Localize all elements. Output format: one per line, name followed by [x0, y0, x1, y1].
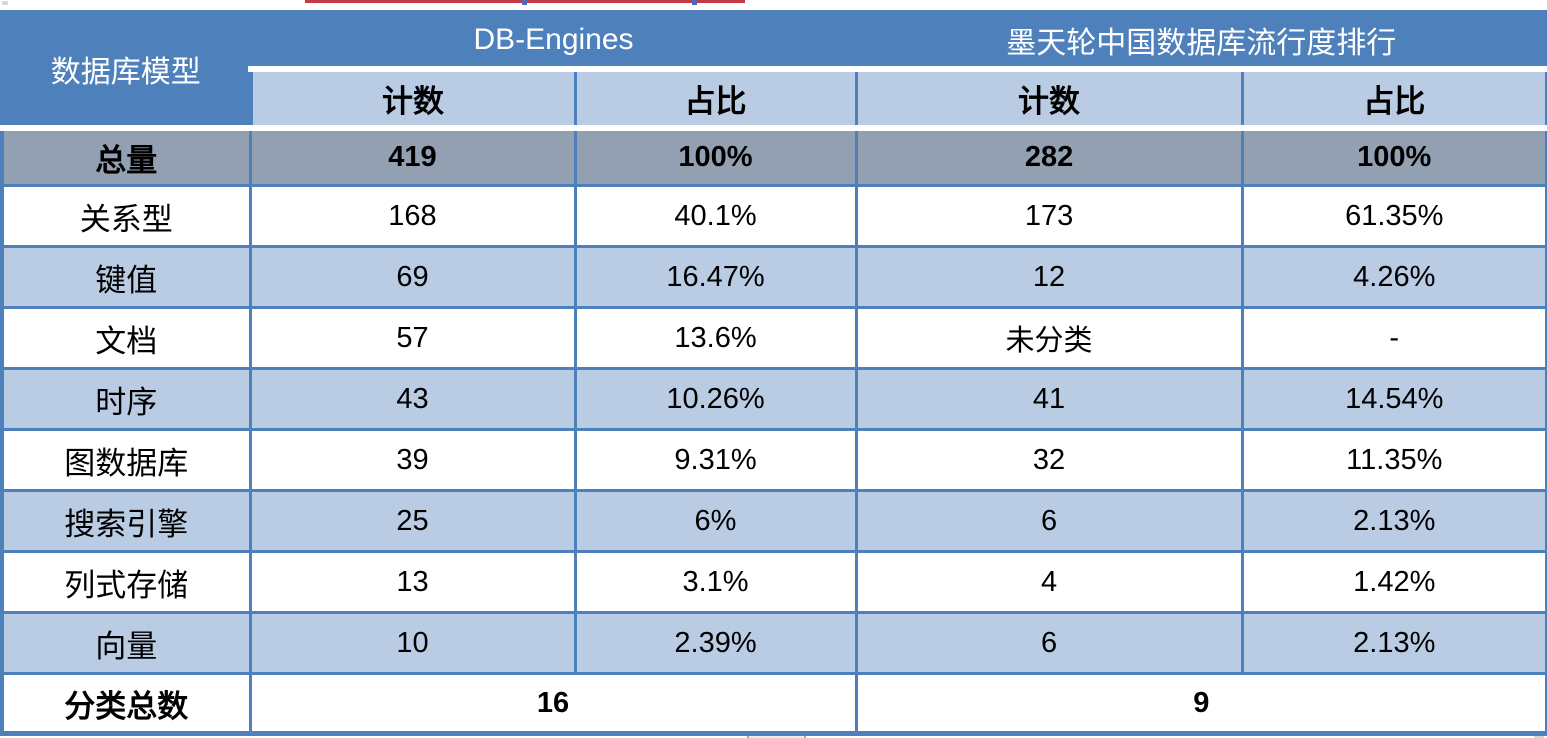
subheader-db-count: 计数 — [248, 67, 577, 131]
cropped-text-artifact — [522, 0, 527, 5]
cell-value: 16.47% — [573, 245, 858, 309]
cell-value: 12 — [854, 245, 1244, 309]
cell-value: 100% — [573, 128, 858, 187]
cell-value: 100% — [1240, 128, 1547, 187]
cell-value: 10.26% — [573, 367, 858, 431]
row-label: 总量 — [0, 128, 252, 187]
scrollbar-fragment-artifact — [747, 733, 806, 738]
cell-value: 13.6% — [573, 306, 858, 370]
table-row-category-totals: 分类总数 16 9 — [0, 672, 1547, 736]
cell-value: 69 — [248, 245, 577, 309]
group-header-row: 数据库模型 DB-Engines 墨天轮中国数据库流行度排行 — [0, 10, 1547, 131]
table-row-key-value: 键值 69 16.47% 12 4.26% — [0, 245, 1547, 309]
row-label: 关系型 — [0, 184, 252, 248]
row-label: 文档 — [0, 306, 252, 370]
subheader-db-share: 占比 — [573, 67, 858, 131]
cell-value: 14.54% — [1240, 367, 1547, 431]
footer-db-engines-category-count: 16 — [248, 672, 858, 736]
cell-value: 57 — [248, 306, 577, 370]
subheader-modb-count: 计数 — [854, 67, 1244, 131]
cell-value: 61.35% — [1240, 184, 1547, 248]
corner-header-cell: 数据库模型 — [0, 10, 253, 131]
table-row-graph: 图数据库 39 9.31% 32 11.35% — [0, 428, 1547, 492]
cell-value: 3.1% — [573, 550, 858, 614]
database-model-comparison-table: 数据库模型 DB-Engines 墨天轮中国数据库流行度排行 计数 占比 计数 … — [0, 10, 1547, 736]
cell-value: 4.26% — [1240, 245, 1547, 309]
table-row-vector: 向量 10 2.39% 6 2.13% — [0, 611, 1547, 675]
row-label: 搜索引擎 — [0, 489, 252, 553]
row-label: 分类总数 — [0, 672, 252, 736]
row-label: 时序 — [0, 367, 252, 431]
scrollbar-fragment-artifact — [1534, 733, 1544, 738]
subheader-modb-share: 占比 — [1240, 67, 1547, 131]
cell-value: 173 — [854, 184, 1244, 248]
cell-value: 1.42% — [1240, 550, 1547, 614]
group-header-db-engines: DB-Engines — [248, 10, 858, 72]
footer-modb-category-count: 9 — [854, 672, 1547, 736]
cell-value: 2.39% — [573, 611, 858, 675]
row-label: 图数据库 — [0, 428, 252, 492]
cell-value: 25 — [248, 489, 577, 553]
cell-value: 32 — [854, 428, 1244, 492]
cell-value: 10 — [248, 611, 577, 675]
cell-value: - — [1240, 306, 1547, 370]
cell-value: 6 — [854, 489, 1244, 553]
table-row-search-engine: 搜索引擎 25 6% 6 2.13% — [0, 489, 1547, 553]
comparison-table-wrapper: 数据库模型 DB-Engines 墨天轮中国数据库流行度排行 计数 占比 计数 … — [0, 10, 1547, 736]
cell-value: 11.35% — [1240, 428, 1547, 492]
cell-value: 43 — [248, 367, 577, 431]
cell-value: 2.13% — [1240, 611, 1547, 675]
cropped-text-artifact — [692, 0, 697, 5]
sub-header-row: 计数 占比 计数 占比 — [2, 67, 1547, 131]
cell-value: 4 — [854, 550, 1244, 614]
cell-value: 41 — [854, 367, 1244, 431]
table-row-document: 文档 57 13.6% 未分类 - — [0, 306, 1547, 370]
cell-value: 9.31% — [573, 428, 858, 492]
cell-value: 6 — [854, 611, 1244, 675]
row-label: 键值 — [0, 245, 252, 309]
cell-value: 419 — [248, 128, 577, 187]
corner-artifact — [2, 1, 8, 5]
cell-value: 6% — [573, 489, 858, 553]
table-row-relational: 关系型 168 40.1% 173 61.35% — [0, 184, 1547, 248]
table-row-time-series: 时序 43 10.26% 41 14.54% — [0, 367, 1547, 431]
cell-value: 39 — [248, 428, 577, 492]
group-header-modb: 墨天轮中国数据库流行度排行 — [854, 10, 1547, 72]
cell-value: 40.1% — [573, 184, 858, 248]
cell-value: 未分类 — [854, 306, 1244, 370]
table-row-total: 总量 419 100% 282 100% — [0, 128, 1547, 187]
cell-value: 2.13% — [1240, 489, 1547, 553]
cell-value: 13 — [248, 550, 577, 614]
table-row-columnar: 列式存储 13 3.1% 4 1.42% — [0, 550, 1547, 614]
cell-value: 282 — [854, 128, 1244, 187]
row-label: 向量 — [0, 611, 252, 675]
cell-value: 168 — [248, 184, 577, 248]
row-label: 列式存储 — [0, 550, 252, 614]
